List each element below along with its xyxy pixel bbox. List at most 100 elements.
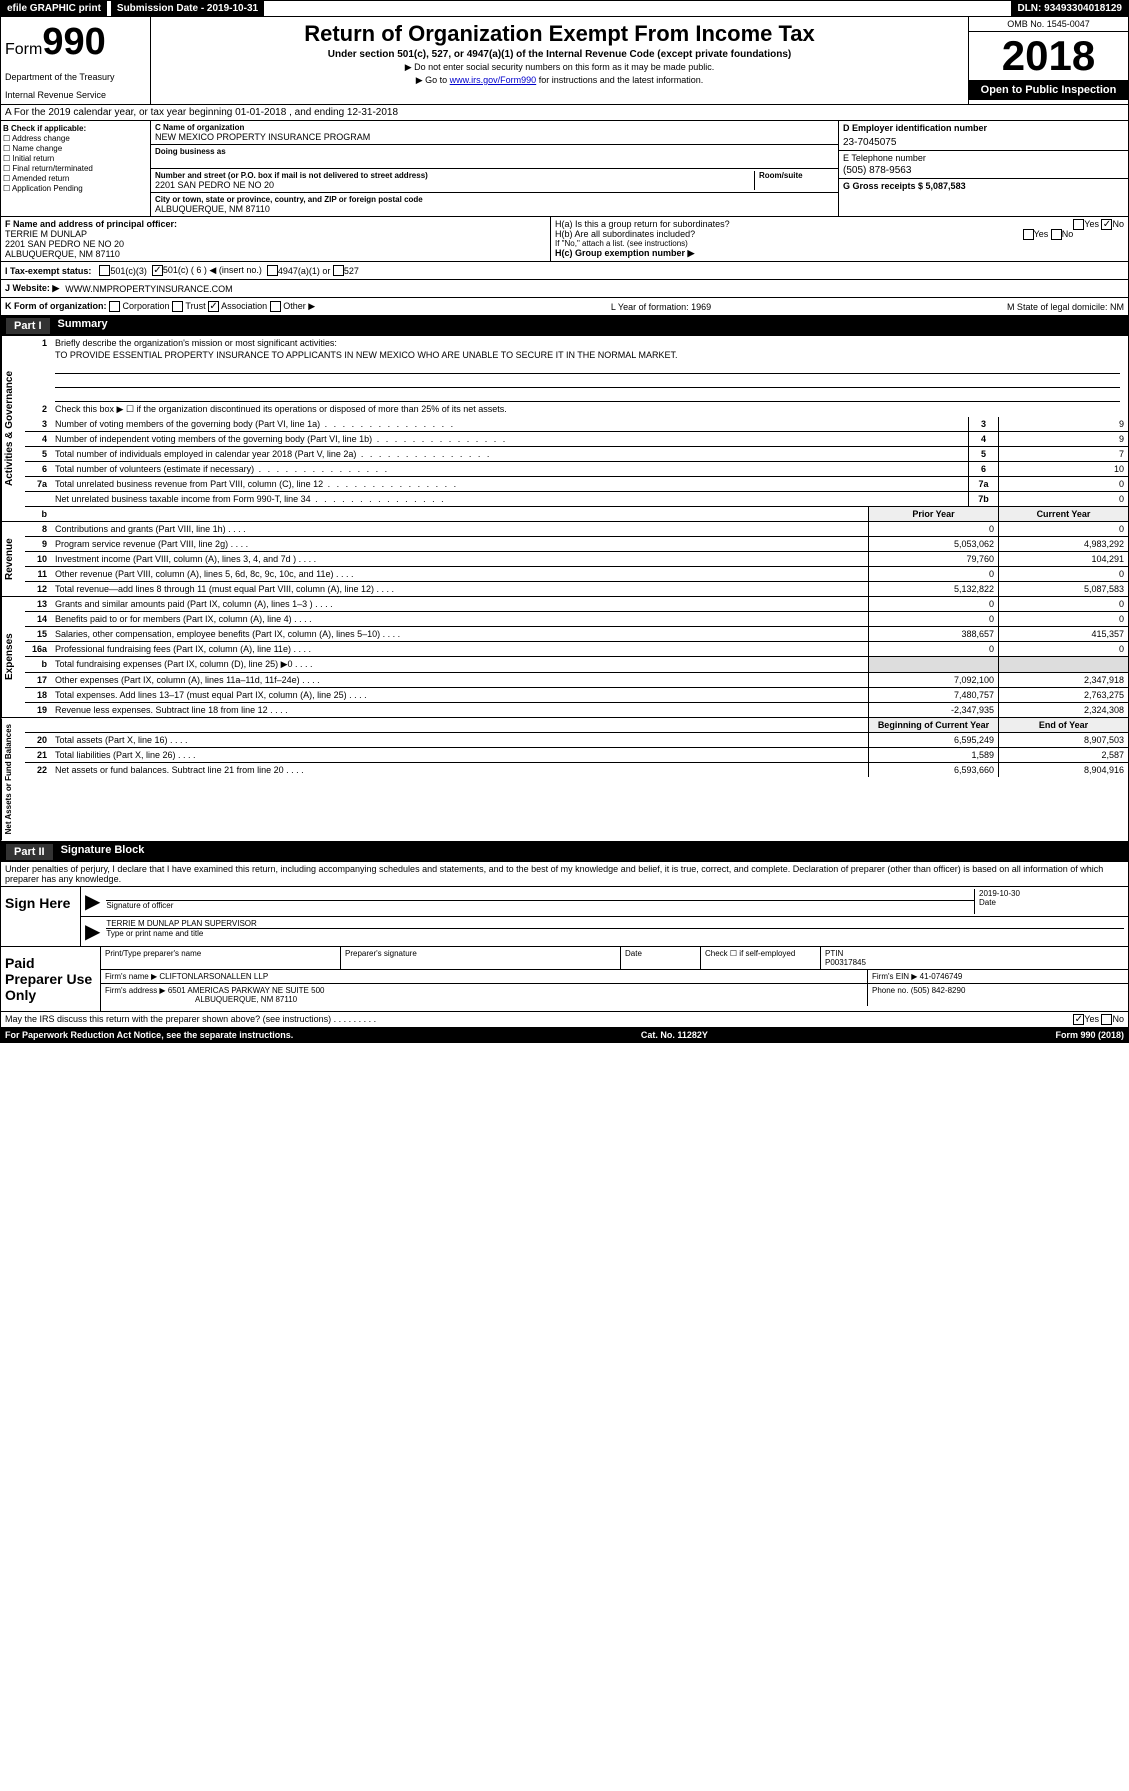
r5-desc: Total number of individuals employed in … xyxy=(51,447,968,461)
form-number-box: Form990 Department of the Treasury Inter… xyxy=(1,17,151,104)
chk-527[interactable] xyxy=(333,265,344,276)
part2-title: Signature Block xyxy=(61,844,145,860)
ha-yes-chk[interactable] xyxy=(1073,219,1084,230)
rev-desc: Other revenue (Part VIII, column (A), li… xyxy=(51,567,868,581)
chk-amended[interactable]: ☐ Amended return xyxy=(3,174,148,183)
irs-link[interactable]: www.irs.gov/Form990 xyxy=(450,75,537,85)
room-label: Room/suite xyxy=(759,171,834,180)
row-a: A For the 2019 calendar year, or tax yea… xyxy=(0,105,1129,121)
i-label: I Tax-exempt status: xyxy=(5,266,91,276)
exp-num: 16a xyxy=(25,642,51,656)
na-row: 20 Total assets (Part X, line 16) . . . … xyxy=(25,733,1128,748)
txt-assoc: Association xyxy=(221,301,267,311)
blank1 xyxy=(55,360,1120,374)
chk-final[interactable]: ☐ Final return/terminated xyxy=(3,164,148,173)
part2-header: Part II Signature Block xyxy=(0,842,1129,862)
chk-assoc[interactable]: ✓ xyxy=(208,301,219,312)
r4-desc: Number of independent voting members of … xyxy=(51,432,968,446)
exp-desc: Professional fundraising fees (Part IX, … xyxy=(51,642,868,656)
chk-corp[interactable] xyxy=(109,301,120,312)
discuss-no: No xyxy=(1112,1014,1124,1024)
exp-row: 14 Benefits paid to or for members (Part… xyxy=(25,612,1128,627)
na-num: 21 xyxy=(25,748,51,762)
rev-row: 12 Total revenue—add lines 8 through 11 … xyxy=(25,582,1128,596)
exp-current: 2,347,918 xyxy=(998,673,1128,687)
paid-rows: Print/Type preparer's name Preparer's si… xyxy=(101,947,1128,1011)
form-subtitle: Under section 501(c), 527, or 4947(a)(1)… xyxy=(155,49,964,60)
exp-row: 13 Grants and similar amounts paid (Part… xyxy=(25,597,1128,612)
rev-current: 0 xyxy=(998,567,1128,581)
rev-row: 11 Other revenue (Part VIII, column (A),… xyxy=(25,567,1128,582)
chk-name[interactable]: ☐ Name change xyxy=(3,144,148,153)
row-k: K Form of organization: Corporation Trus… xyxy=(0,298,1129,316)
prep-check[interactable]: Check ☐ if self-employed xyxy=(701,947,821,969)
open-public: Open to Public Inspection xyxy=(969,80,1128,100)
chk-4947[interactable] xyxy=(267,265,278,276)
rev-row: 10 Investment income (Part VIII, column … xyxy=(25,552,1128,567)
officer-printed-label: Type or print name and title xyxy=(106,929,1124,938)
na-desc: Net assets or fund balances. Subtract li… xyxy=(51,763,868,777)
hb-yes-chk[interactable] xyxy=(1023,229,1034,240)
ha-row: H(a) Is this a group return for subordin… xyxy=(555,219,1124,229)
txt-527: 527 xyxy=(344,266,359,276)
na-num: 22 xyxy=(25,763,51,777)
na-desc: Total liabilities (Part X, line 26) . . … xyxy=(51,748,868,762)
exp-prior: 388,657 xyxy=(868,627,998,641)
exp-current xyxy=(998,657,1128,672)
txt-other: Other ▶ xyxy=(283,301,315,311)
firm-name: CLIFTONLARSONALLEN LLP xyxy=(159,972,268,981)
discuss-no-chk[interactable] xyxy=(1101,1014,1112,1025)
discuss-yes-chk[interactable]: ✓ xyxy=(1073,1014,1084,1025)
chk-501c[interactable]: ✓ xyxy=(152,265,163,276)
r2-num: 2 xyxy=(25,402,51,417)
exp-desc: Benefits paid to or for members (Part IX… xyxy=(51,612,868,626)
dln: DLN: 93493304018129 xyxy=(1011,1,1128,16)
col-c: C Name of organization NEW MEXICO PROPER… xyxy=(151,121,838,216)
hb-label: H(b) Are all subordinates included? xyxy=(555,229,695,239)
rev-row: 8 Contributions and grants (Part VIII, l… xyxy=(25,522,1128,537)
blank3 xyxy=(55,388,1120,402)
hb-no-chk[interactable] xyxy=(1051,229,1062,240)
r7b-num xyxy=(25,492,51,506)
exp-num: 17 xyxy=(25,673,51,687)
na-current: 8,904,916 xyxy=(998,763,1128,777)
name-label: C Name of organization xyxy=(155,123,834,132)
activities-body: 1 Briefly describe the organization's mi… xyxy=(25,336,1128,521)
r4-val: 9 xyxy=(998,432,1128,446)
hb-no: No xyxy=(1062,229,1074,239)
b-num: b xyxy=(25,507,51,521)
sig-date: 2019-10-30 xyxy=(979,889,1124,898)
na-prior: 6,595,249 xyxy=(868,733,998,747)
na-num: 20 xyxy=(25,733,51,747)
omb: OMB No. 1545-0047 xyxy=(969,17,1128,32)
rev-desc: Program service revenue (Part VIII, line… xyxy=(51,537,868,551)
footer-left: For Paperwork Reduction Act Notice, see … xyxy=(5,1030,293,1040)
r3-desc: Number of voting members of the governin… xyxy=(51,417,968,431)
revenue-section: Revenue 8 Contributions and grants (Part… xyxy=(0,522,1129,597)
chk-trust[interactable] xyxy=(172,301,183,312)
rev-num: 10 xyxy=(25,552,51,566)
header-bar: efile GRAPHIC print Submission Date - 20… xyxy=(0,0,1129,17)
part1-title: Summary xyxy=(58,318,108,334)
r4-box: 4 xyxy=(968,432,998,446)
tel-label: E Telephone number xyxy=(843,153,1124,163)
exp-prior xyxy=(868,657,998,672)
netassets-section: Net Assets or Fund Balances Beginning of… xyxy=(0,718,1129,841)
officer-addr2: ALBUQUERQUE, NM 87110 xyxy=(5,249,546,259)
rev-prior: 5,132,822 xyxy=(868,582,998,596)
addr: 2201 SAN PEDRO NE NO 20 xyxy=(155,180,754,190)
r5-num: 5 xyxy=(25,447,51,461)
rev-row: 9 Program service revenue (Part VIII, li… xyxy=(25,537,1128,552)
chk-pending[interactable]: ☐ Application Pending xyxy=(3,184,148,193)
exp-row: 16a Professional fundraising fees (Part … xyxy=(25,642,1128,657)
chk-initial[interactable]: ☐ Initial return xyxy=(3,154,148,163)
chk-address[interactable]: ☐ Address change xyxy=(3,134,148,143)
chk-other[interactable] xyxy=(270,301,281,312)
web-val[interactable]: WWW.NMPROPERTYINSURANCE.COM xyxy=(65,284,232,294)
chk-501c3[interactable] xyxy=(99,265,110,276)
exp-prior: 0 xyxy=(868,612,998,626)
r7a-desc: Total unrelated business revenue from Pa… xyxy=(51,477,968,491)
txt-trust: Trust xyxy=(185,301,205,311)
ha-no-chk[interactable]: ✓ xyxy=(1101,219,1112,230)
ein: 23-7045075 xyxy=(843,137,1124,148)
